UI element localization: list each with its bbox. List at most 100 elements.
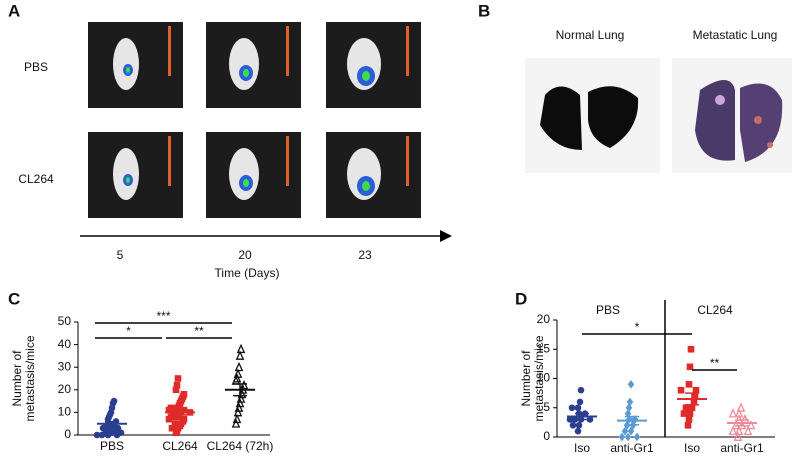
- image-title: Normal Lung: [556, 28, 625, 42]
- day-label: 23: [358, 248, 372, 262]
- lung: [740, 83, 783, 162]
- x-tick-label: PBS: [100, 439, 124, 453]
- data-point: [621, 426, 629, 436]
- data-point: [737, 419, 747, 430]
- data-point: [168, 424, 176, 432]
- color-scale: [406, 26, 409, 76]
- significance-label: *: [126, 324, 131, 338]
- y-axis-title: Number of: [519, 350, 533, 407]
- y-tick-label: 15: [537, 341, 551, 355]
- data-point: [576, 398, 584, 406]
- data-point: [685, 416, 693, 423]
- data-point: [235, 350, 245, 360]
- row-label: PBS: [24, 60, 48, 74]
- nodule: [715, 95, 725, 105]
- y-axis-title: metastasis/mice: [532, 335, 546, 421]
- signal-core: [126, 177, 130, 183]
- data-point: [574, 404, 582, 412]
- data-point: [686, 363, 694, 371]
- x-tick-label: Iso: [684, 441, 700, 455]
- lung: [588, 86, 639, 148]
- row-label: CL264: [18, 172, 54, 186]
- data-point: [236, 343, 246, 354]
- data-point: [625, 403, 633, 413]
- data-point: [691, 392, 699, 400]
- data-point: [180, 391, 188, 398]
- y-tick-label: 10: [537, 371, 551, 385]
- data-point: [93, 431, 101, 439]
- data-point: [569, 422, 577, 429]
- signal-core: [126, 67, 130, 73]
- data-point: [746, 419, 756, 430]
- y-tick-label: 20: [537, 312, 551, 326]
- group-header: PBS: [596, 303, 620, 317]
- signal-core: [362, 181, 370, 191]
- significance-label: **: [710, 356, 720, 370]
- y-tick-label: 30: [58, 359, 72, 373]
- data-point: [231, 418, 241, 428]
- data-point: [682, 404, 690, 412]
- lung: [540, 86, 582, 150]
- arrow-head: [440, 230, 452, 242]
- signal-core: [362, 71, 370, 81]
- data-point: [677, 386, 685, 394]
- y-axis-title: metastasis/mice: [23, 335, 37, 421]
- data-point: [625, 415, 633, 424]
- signal-core: [243, 69, 249, 77]
- data-point: [728, 425, 738, 436]
- day-label: 5: [117, 248, 124, 262]
- data-point: [234, 402, 244, 412]
- significance-label: ***: [156, 309, 170, 323]
- y-tick-label: 5: [543, 400, 550, 414]
- color-scale: [406, 136, 409, 186]
- color-scale: [286, 136, 289, 186]
- data-point: [624, 432, 632, 442]
- data-point: [690, 398, 698, 406]
- data-point: [235, 398, 245, 408]
- panel-label: C: [8, 289, 20, 308]
- data-point: [173, 381, 181, 389]
- data-point: [633, 432, 641, 442]
- color-scale: [168, 136, 171, 186]
- data-point: [577, 386, 585, 394]
- data-point: [232, 373, 242, 383]
- data-point: [568, 404, 576, 412]
- data-point: [234, 361, 244, 372]
- x-tick-label: anti-Gr1: [720, 441, 764, 455]
- mouse: [229, 148, 259, 200]
- y-tick-label: 40: [58, 337, 72, 351]
- data-point: [680, 410, 688, 417]
- data-point: [734, 425, 744, 436]
- x-tick-label: anti-Gr1: [610, 441, 654, 455]
- data-point: [239, 379, 249, 390]
- nodule: [754, 116, 762, 124]
- panel-label: A: [8, 1, 20, 20]
- data-point: [736, 402, 746, 412]
- data-point: [734, 408, 744, 418]
- day-label: 20: [238, 248, 252, 262]
- data-point: [110, 397, 118, 405]
- data-point: [114, 424, 122, 432]
- significance-label: *: [635, 320, 640, 334]
- panel-label: B: [478, 1, 490, 20]
- data-point: [232, 413, 242, 424]
- mouse: [113, 38, 139, 90]
- color-scale: [286, 26, 289, 76]
- data-point: [688, 404, 696, 412]
- y-tick-label: 0: [543, 429, 550, 443]
- data-point: [574, 427, 582, 435]
- lung: [695, 80, 735, 161]
- y-tick-label: 0: [64, 427, 71, 441]
- data-point: [692, 386, 700, 394]
- mouse: [113, 148, 139, 200]
- data-point: [728, 408, 738, 418]
- data-point: [618, 432, 626, 442]
- y-tick-label: 20: [58, 382, 72, 396]
- nodule: [767, 142, 773, 148]
- color-scale: [168, 26, 171, 76]
- data-point: [684, 422, 692, 429]
- x-tick-label: CL264 (72h): [207, 439, 274, 453]
- data-point: [172, 386, 180, 394]
- data-point: [575, 422, 583, 429]
- data-point: [174, 375, 182, 382]
